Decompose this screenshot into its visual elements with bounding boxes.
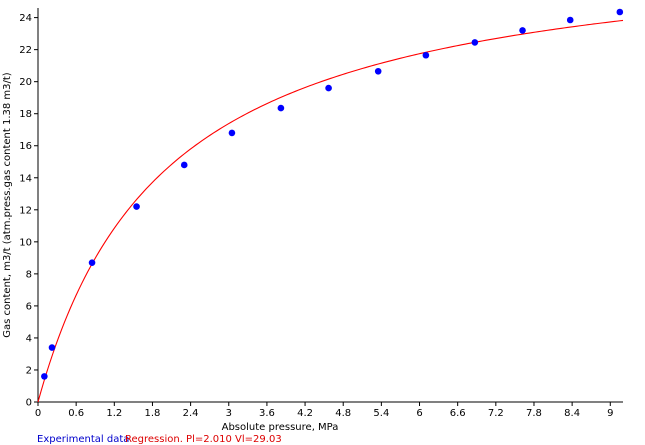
data-point	[471, 39, 479, 46]
y-tick-label: 18	[19, 109, 32, 120]
data-point	[422, 51, 430, 59]
x-tick-label: 5.4	[373, 408, 389, 419]
x-tick-label: 8.4	[564, 408, 580, 419]
y-tick-label: 2	[26, 365, 32, 376]
y-tick-label: 4	[26, 333, 32, 344]
y-tick-label: 0	[26, 398, 32, 409]
y-tick-label: 20	[19, 77, 32, 88]
x-tick-label: 3	[226, 408, 232, 419]
x-tick-label: 6.6	[450, 408, 466, 419]
data-point	[48, 344, 56, 351]
axes	[37, 8, 623, 403]
data-point	[374, 67, 382, 75]
legend-experimental-data: Experimental data	[37, 434, 129, 445]
y-tick-label: 8	[26, 269, 32, 280]
x-tick-label: 7.2	[488, 408, 504, 419]
data-point	[41, 373, 48, 380]
data-point	[616, 8, 624, 16]
data-point	[325, 84, 332, 92]
y-tick-label: 6	[26, 301, 32, 312]
x-axis-ticks: 0 0.6 1.2 1.8 2.4 3 3.6 4.2 4.8 5.4 6 6.6 7.2 7.8 8.4 9	[35, 402, 613, 419]
x-tick-label: 1.8	[145, 408, 161, 419]
x-tick-label: 4.2	[297, 408, 313, 419]
data-point	[88, 259, 96, 266]
x-tick-label: 1.2	[106, 408, 122, 419]
x-tick-label: 3.6	[259, 408, 275, 419]
legend-regression: Regression. Pl=2.010 Vl=29.03	[125, 434, 282, 445]
data-point	[180, 161, 188, 169]
x-tick-label: 0.6	[68, 408, 84, 419]
y-tick-label: 24	[19, 13, 32, 24]
x-tick-label: 0	[35, 408, 41, 419]
x-tick-label: 4.8	[335, 408, 351, 419]
y-tick-label: 12	[19, 205, 32, 216]
x-tick-label: 7.8	[526, 408, 542, 419]
x-tick-label: 6	[416, 408, 422, 419]
y-tick-label: 14	[19, 173, 32, 184]
data-point	[519, 27, 526, 34]
series-layer	[37, 8, 624, 403]
data-point	[228, 129, 236, 137]
x-tick-label: 2.4	[183, 408, 199, 419]
legend: Experimental data Regression. Pl=2.010 V…	[37, 434, 282, 445]
data-point	[277, 104, 285, 112]
x-tick-label: 9	[607, 408, 613, 419]
x-axis-title: Absolute pressure, MPa	[222, 422, 339, 433]
y-axis-title: Gas content, m3/t (atm.press.gas content…	[2, 72, 13, 338]
y-tick-label: 16	[19, 141, 32, 152]
data-point	[566, 16, 574, 24]
data-point	[133, 203, 140, 210]
y-tick-label: 22	[19, 45, 32, 56]
regression-line	[37, 19, 624, 403]
y-tick-label: 10	[19, 237, 32, 248]
